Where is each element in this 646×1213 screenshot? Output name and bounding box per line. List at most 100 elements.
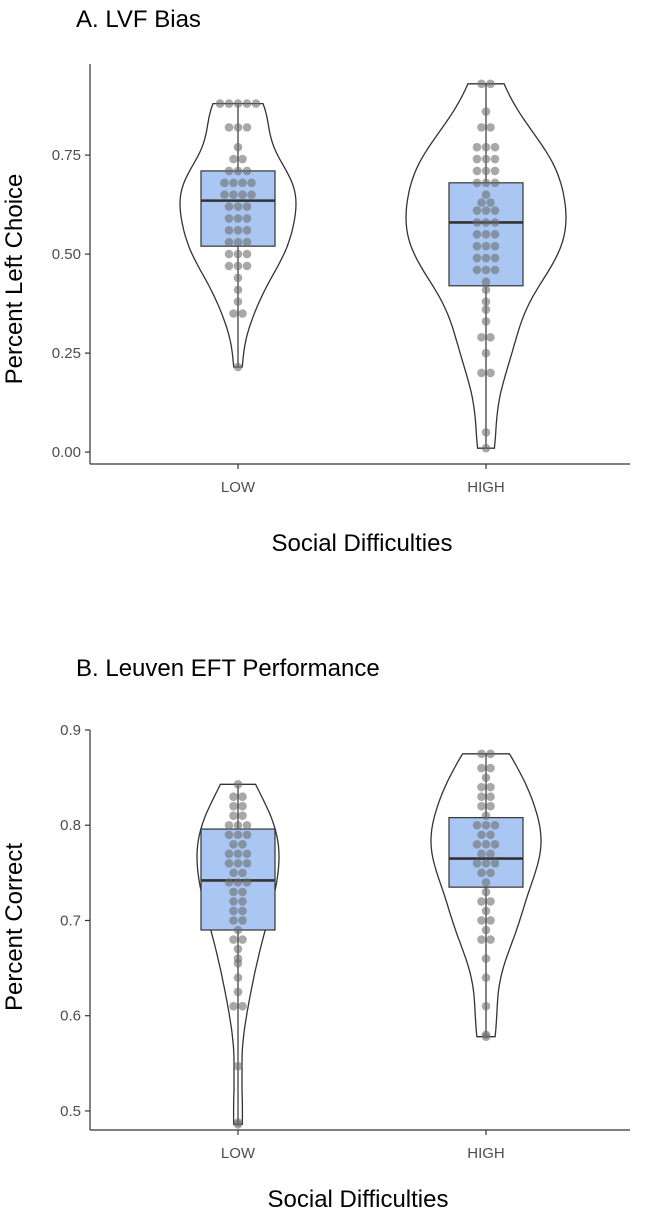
panel-a-low-data-point <box>238 309 247 318</box>
panel-a-high-data-point <box>481 229 491 239</box>
panel-a: A. LVF Bias Percent Left Choice Social D… <box>1 6 630 557</box>
panel-b-title: B. Leuven EFT Performance <box>76 655 380 682</box>
panel-b-low-data-point <box>224 830 234 840</box>
panel-b-high-data-point <box>481 820 491 830</box>
panel-a-high-data-point <box>477 368 486 378</box>
panel-a-high-data-point <box>481 297 491 306</box>
panel-b-low-data-point <box>229 811 238 821</box>
panel-b-low-data-point <box>238 906 247 916</box>
panel-b-low-data-point <box>233 973 243 982</box>
panel-b-high-data-point <box>481 773 491 782</box>
panel-a-low-data-point <box>233 261 243 271</box>
panel-a-low-data-point <box>247 178 256 188</box>
panel-a-high-data-point <box>472 154 482 164</box>
panel-b-high-data-point <box>486 792 495 801</box>
panel-b-high-data-point <box>477 935 486 944</box>
panel-b-low-data-point <box>242 878 252 887</box>
panel-a-high-data-point <box>481 305 491 314</box>
panel-a-x-tick-label: HIGH <box>467 479 505 496</box>
panel-a-high-data-point <box>490 166 500 176</box>
panel-b-low-data-point <box>233 849 243 859</box>
panel-a-low-data-point <box>224 99 234 108</box>
panel-b-y-tick-label: 0.6 <box>60 1008 81 1025</box>
panel-a-high-data-point <box>472 166 482 176</box>
panel-a-high-data-point <box>481 277 491 287</box>
panel-a-low-data-point <box>224 166 234 176</box>
panel-b-high-data-point <box>477 868 486 878</box>
panel-a-high-data-point <box>477 332 486 342</box>
panel-a-low-data-point <box>224 214 234 223</box>
panel-a-high-data-point <box>481 190 491 199</box>
panel-b-high-data-point <box>477 792 486 801</box>
panel-a-high-data-point <box>490 206 500 215</box>
panel-b-low-data-point <box>242 830 252 840</box>
panel-a-low-data-point <box>238 154 247 164</box>
panel-a-high-data-point <box>481 265 491 275</box>
panel-a-high-data-point <box>481 285 491 295</box>
panel-a-high-data-point <box>481 218 491 227</box>
panel-b-high-data-point <box>472 820 482 830</box>
panel-a-low-data-point <box>224 226 234 235</box>
panel-a-y-tick-label: 0.00 <box>52 444 81 461</box>
panel-b-low-data-point <box>229 868 238 878</box>
panel-a-xlabel: Social Difficulties <box>272 530 453 557</box>
panel-a-low-data-point <box>233 226 243 235</box>
panel-a-high-data-point <box>490 229 500 239</box>
panel-a-high-data-point <box>481 253 491 263</box>
panel-b-low-data-point <box>233 859 243 868</box>
panel-b-low-data-point <box>238 792 247 801</box>
panel-b-ylabel: Percent Correct <box>1 843 28 1011</box>
panel-a-high-data-point <box>481 206 491 215</box>
panel-a-high-data-point <box>481 241 491 251</box>
panel-b-low-data-point <box>224 859 234 868</box>
panel-b-low-data-point <box>224 878 234 887</box>
panel-a-y-tick-label: 0.75 <box>52 147 81 164</box>
panel-b-y-tick-label: 0.9 <box>60 722 81 739</box>
panel-a-high-data-point <box>472 241 482 251</box>
panel-b-high-data-point <box>486 801 495 811</box>
panel-a-low-data-point <box>233 142 243 152</box>
panel-a-high-data-point <box>481 443 491 453</box>
panel-a-low-data-point <box>242 249 252 259</box>
panel-a-x-tick-label: LOW <box>221 479 256 496</box>
panel-b-high-data-point <box>490 820 500 830</box>
panel-a-low-data-point <box>229 178 238 188</box>
panel-a-low-data-point <box>233 249 243 259</box>
panel-a-high-data-point <box>481 107 491 116</box>
panel-a-high-data-point <box>490 142 500 152</box>
panel-b-low-data-point <box>233 779 243 789</box>
panel-a-low-data-point <box>233 285 243 295</box>
panel-b-low-data-point <box>229 887 238 897</box>
panel-b-y-tick-label: 0.7 <box>60 912 81 929</box>
panel-a-low-data-point <box>224 123 234 132</box>
panel-b-low-data-point <box>238 868 247 878</box>
panel-b-low-data-point <box>242 820 252 830</box>
panel-b-low-data-point <box>229 1001 238 1011</box>
panel-b-low-data-point <box>229 839 238 849</box>
panel-a-low-data-point <box>233 237 243 247</box>
panel-b-high-data-point <box>477 801 486 811</box>
panel-b-low-data-point <box>242 859 252 868</box>
panel-a-low-data-point <box>229 309 238 318</box>
panel-a-low-data-point <box>215 99 225 108</box>
panel-b-high-data-point <box>477 830 486 840</box>
panel-a-plot-area: 0.00 0.25 0.50 0.75 LOW HIGH <box>52 64 630 496</box>
panel-a-low-data-point <box>224 261 234 271</box>
panel-a-low-data-point <box>224 202 234 211</box>
panel-a-high-data-point <box>481 178 491 188</box>
panel-b-low-data-point <box>233 1119 243 1129</box>
panel-a-high-data-point <box>486 123 495 132</box>
panel-a-title: A. LVF Bias <box>76 6 201 33</box>
panel-a-low-data-point <box>233 123 243 132</box>
panel-b-high-data-point <box>486 935 495 944</box>
panel-b-high-data-point <box>481 887 491 897</box>
panel-b-high-data-point <box>472 839 482 849</box>
panel-b-plot-area: 0.5 0.6 0.7 0.8 0.9 LOW HIGH <box>60 722 630 1162</box>
panel-b-low-data-point <box>229 935 238 944</box>
panel-b-high-data-point <box>486 916 495 925</box>
panel-b-high-data-point <box>481 906 491 916</box>
panel-a-high-data-point <box>472 229 482 239</box>
panel-b-high-data-point <box>486 749 495 759</box>
panel-a-low-data-point <box>242 237 252 247</box>
panel-b-high-data-point <box>477 897 486 906</box>
